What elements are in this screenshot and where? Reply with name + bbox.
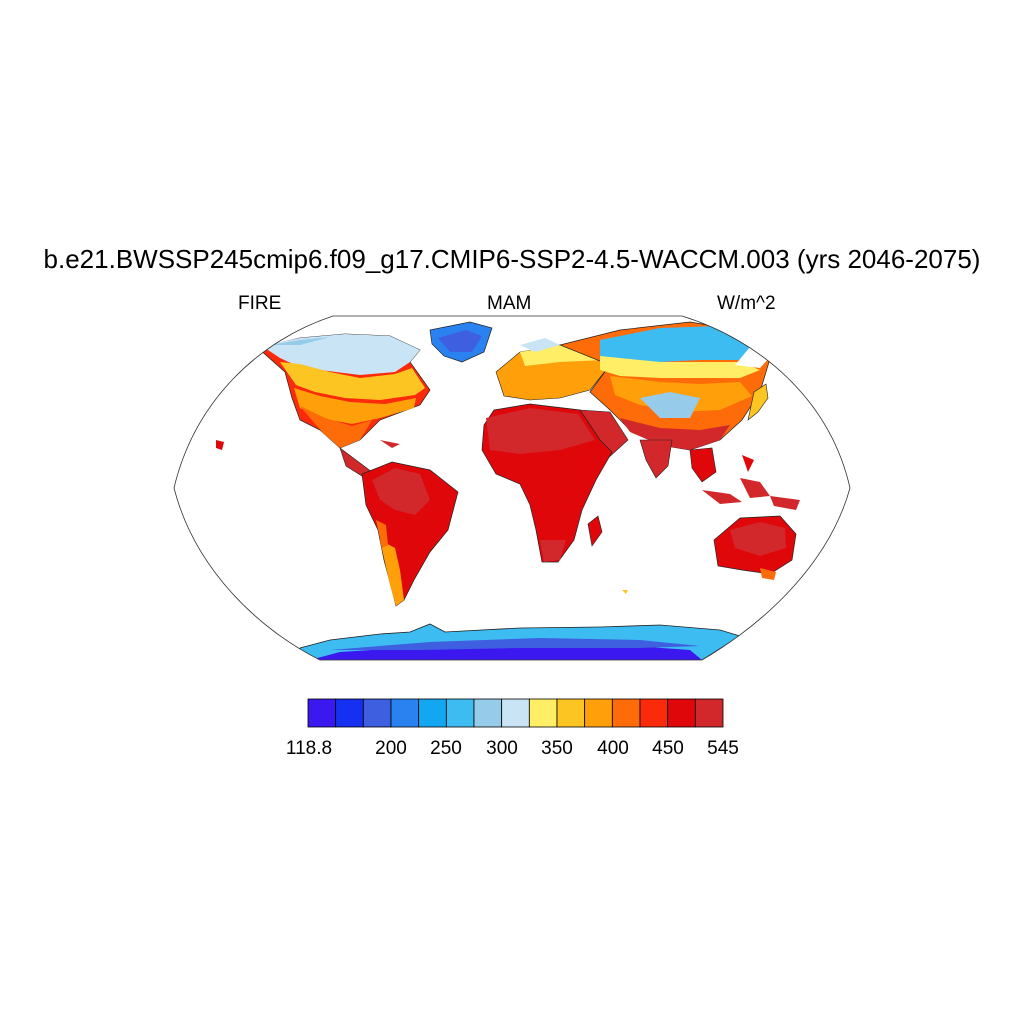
colorbar-box bbox=[335, 698, 364, 728]
india bbox=[639, 439, 673, 479]
colorbar-box bbox=[390, 698, 420, 728]
colorbar-box bbox=[445, 698, 475, 728]
southeast-asia bbox=[689, 447, 717, 483]
colorbar-box bbox=[667, 698, 696, 728]
colorbar-tick-label: 118.8 bbox=[286, 738, 332, 759]
plot-title: b.e21.BWSSP245cmip6.f09_g17.CMIP6-SSP2-4… bbox=[43, 244, 981, 274]
colorbar-box bbox=[362, 698, 392, 728]
colorbar-tick-label: 350 bbox=[541, 738, 573, 759]
colorbar-box bbox=[556, 698, 586, 728]
variable-label: FIRE bbox=[238, 293, 282, 314]
colorbar-tick-label: 450 bbox=[652, 738, 684, 759]
colorbar-box bbox=[611, 698, 641, 728]
colorbar-box bbox=[473, 698, 503, 728]
colorbar-tick-label: 545 bbox=[707, 738, 739, 759]
colorbar-box bbox=[694, 698, 724, 728]
madagascar bbox=[587, 515, 603, 547]
season-label: MAM bbox=[487, 293, 532, 314]
colorbar-box bbox=[307, 698, 337, 728]
colorbar-box bbox=[639, 698, 669, 728]
colorbar-tick-label: 400 bbox=[597, 738, 629, 759]
colorbar-box bbox=[528, 698, 558, 728]
units-label: W/m^2 bbox=[717, 293, 776, 314]
colorbar-tick-label: 300 bbox=[486, 738, 518, 759]
japan bbox=[747, 383, 769, 421]
colorbar-box bbox=[501, 698, 530, 728]
colorbar-box bbox=[418, 698, 447, 728]
colorbar-box bbox=[584, 698, 613, 728]
map-boundary bbox=[173, 315, 851, 661]
colorbar-tick-label: 200 bbox=[375, 738, 407, 759]
colorbar-tick-label: 250 bbox=[430, 738, 462, 759]
